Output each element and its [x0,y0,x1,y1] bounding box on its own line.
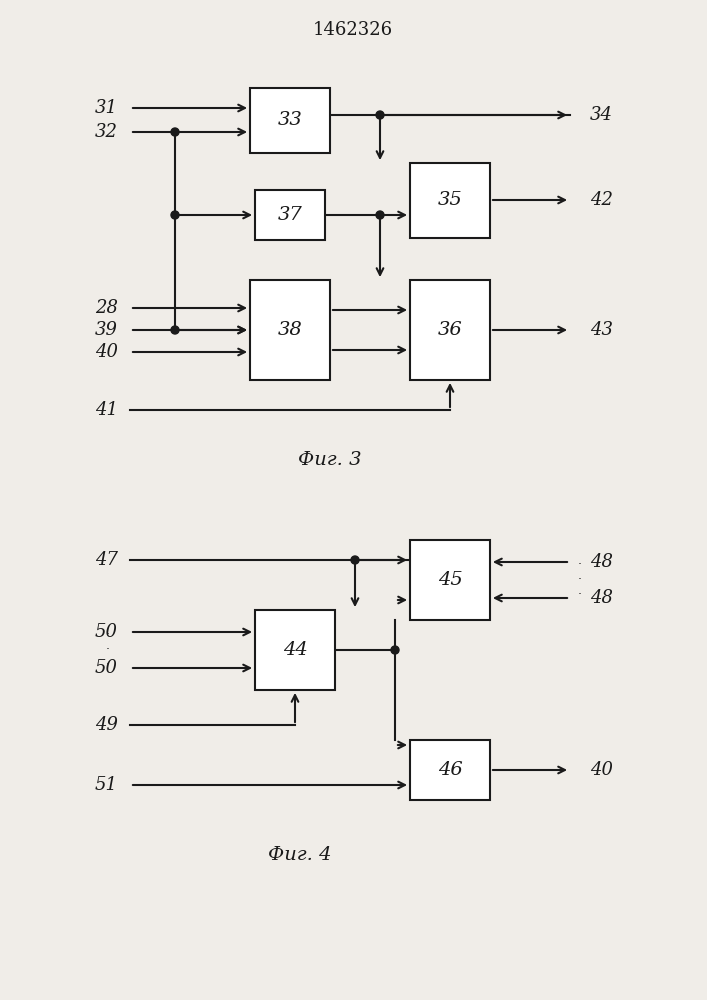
Text: ·
·
·: · · · [578,558,582,601]
Text: 35: 35 [438,191,462,209]
Text: 28: 28 [95,299,118,317]
Circle shape [171,211,179,219]
Text: 42: 42 [590,191,613,209]
Bar [410,740,490,800]
Bar [250,88,330,152]
Text: 50: 50 [95,659,118,677]
Text: 49: 49 [95,716,118,734]
Bar [410,280,490,380]
Circle shape [171,128,179,136]
Text: 47: 47 [95,551,118,569]
Circle shape [171,326,179,334]
Bar [250,280,330,380]
Text: 51: 51 [95,776,118,794]
Text: ·
·
·: · · · [106,629,110,672]
Circle shape [376,111,384,119]
Text: 40: 40 [95,343,118,361]
Bar [410,540,490,620]
Text: 43: 43 [590,321,613,339]
Text: Фиг. 4: Фиг. 4 [268,846,332,864]
Text: 36: 36 [438,321,462,339]
Circle shape [376,211,384,219]
Text: 41: 41 [95,401,118,419]
Bar [255,190,325,240]
Bar [410,162,490,237]
Circle shape [391,646,399,654]
Text: 31: 31 [95,99,118,117]
Text: 38: 38 [278,321,303,339]
Text: 33: 33 [278,111,303,129]
Text: 1462326: 1462326 [313,21,393,39]
Text: 37: 37 [278,206,303,224]
Text: 48: 48 [590,589,613,607]
Text: 50: 50 [95,623,118,641]
Bar [255,610,335,690]
Text: 39: 39 [95,321,118,339]
Text: 40: 40 [590,761,613,779]
Text: 48: 48 [590,553,613,571]
Text: 34: 34 [590,106,613,124]
Text: 44: 44 [283,641,308,659]
Text: 32: 32 [95,123,118,141]
Text: 45: 45 [438,571,462,589]
Circle shape [351,556,359,564]
Text: 46: 46 [438,761,462,779]
Text: Фиг. 3: Фиг. 3 [298,451,362,469]
